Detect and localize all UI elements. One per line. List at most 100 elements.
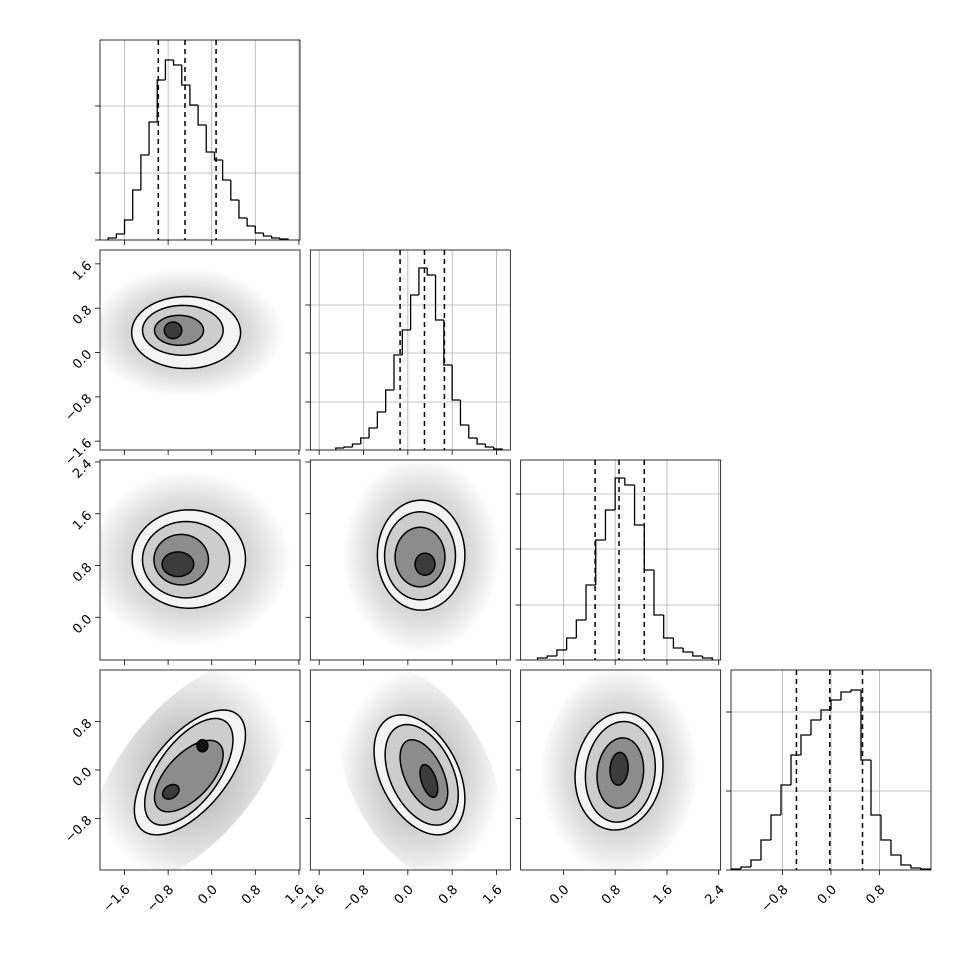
histogram-bin <box>262 233 272 237</box>
histogram-bin <box>393 354 403 390</box>
histogram-bin <box>140 154 150 190</box>
histogram-bin <box>459 400 469 426</box>
histogram-bin <box>750 859 761 867</box>
histogram-bin <box>426 268 436 276</box>
histogram-bin <box>614 477 625 510</box>
y-tick-label: 0.0 <box>70 765 95 790</box>
density-panel <box>100 470 291 648</box>
histogram-bin <box>663 615 674 639</box>
histogram-bin <box>451 365 461 401</box>
histogram-bin <box>624 478 635 486</box>
histogram-bin <box>585 584 596 620</box>
histogram-bin <box>172 60 182 66</box>
contour <box>196 738 209 753</box>
histogram-bin <box>123 219 133 234</box>
histogram-bin <box>536 657 548 660</box>
histogram <box>730 689 931 870</box>
panel-frame <box>309 459 511 661</box>
y-tick-label: 1.6 <box>70 259 95 284</box>
y-tick-label: 1.6 <box>70 508 95 533</box>
histogram-bin <box>770 814 781 840</box>
contour <box>414 552 436 576</box>
panel-frame <box>99 669 301 871</box>
histogram-bin <box>351 443 361 447</box>
histogram-bin <box>820 709 831 720</box>
histogram-bin <box>189 85 199 106</box>
histogram-bin <box>920 868 931 870</box>
histogram-bin <box>164 59 174 80</box>
x-tick-label: 0.0 <box>196 882 221 907</box>
histogram-bin <box>880 815 891 841</box>
x-tick-label: 1.6 <box>480 882 505 907</box>
histogram-bin <box>870 760 881 816</box>
x-tick-label: 0.8 <box>436 882 461 907</box>
histogram-bin <box>468 425 478 439</box>
histogram-bin <box>484 444 494 448</box>
histogram-bin <box>740 866 751 869</box>
x-tick-label: −1.6 <box>101 882 134 915</box>
panel-frame <box>730 669 932 871</box>
y-tick-label: −0.8 <box>62 813 95 846</box>
histogram-bin <box>181 65 190 86</box>
histogram-bin <box>643 525 654 571</box>
histogram-bin <box>221 160 231 181</box>
x-tick-label: 0.8 <box>239 882 264 907</box>
panel-frame <box>309 249 511 451</box>
panel-frame <box>520 669 722 871</box>
histogram-bin <box>682 648 693 653</box>
histogram-bin <box>800 734 811 755</box>
histogram-bin <box>279 238 289 240</box>
histogram-bin <box>238 200 248 219</box>
histogram-bin <box>213 152 223 161</box>
histogram-bin <box>493 447 503 450</box>
histogram-bin <box>890 840 901 856</box>
histogram-bin <box>575 619 587 638</box>
histogram-bin <box>900 855 911 866</box>
y-tick-label: 0.0 <box>70 347 95 372</box>
density-panel <box>100 267 285 398</box>
x-tick-label: −0.8 <box>340 882 373 915</box>
histogram-bin <box>595 539 606 585</box>
histogram-bin <box>850 689 861 692</box>
panel-frame <box>309 669 511 871</box>
density-panel <box>342 460 500 655</box>
panel-frame <box>99 249 301 451</box>
contour <box>609 751 629 786</box>
histogram <box>107 59 289 240</box>
y-tick-label: 0.8 <box>70 560 95 585</box>
histogram-bin <box>780 784 791 815</box>
histogram-bin <box>205 125 215 153</box>
histogram-bin <box>565 637 577 650</box>
histogram-bin <box>692 652 703 657</box>
histogram-bin <box>197 105 207 126</box>
histogram-bin <box>156 79 166 122</box>
histogram-bin <box>409 294 419 330</box>
x-tick-label: 0.8 <box>863 882 888 907</box>
y-tick-label: −0.8 <box>62 392 95 425</box>
x-tick-label: 0.0 <box>547 882 572 907</box>
x-tick-label: 0.0 <box>815 882 840 907</box>
histogram-bin <box>360 437 370 444</box>
histogram-bin <box>556 649 567 656</box>
histogram-bin <box>604 509 616 540</box>
x-tick-label: −0.8 <box>144 882 177 915</box>
x-tick-label: 1.6 <box>651 882 676 907</box>
histogram-bin <box>546 655 557 658</box>
x-tick-label: 0.8 <box>599 882 624 907</box>
panel-frame <box>99 39 301 241</box>
histogram-bin <box>107 237 117 240</box>
histogram-bin <box>368 427 378 438</box>
histogram-bin <box>401 329 411 355</box>
density-panel <box>337 670 502 870</box>
x-tick-label: −0.8 <box>759 882 792 915</box>
histogram-bin <box>476 438 486 445</box>
histogram-bin <box>910 865 921 869</box>
histogram-bin <box>376 411 386 428</box>
contour <box>161 551 195 578</box>
contour <box>419 763 439 799</box>
histogram-bin <box>830 699 841 710</box>
contour <box>163 321 183 340</box>
histogram-bin <box>760 839 771 860</box>
